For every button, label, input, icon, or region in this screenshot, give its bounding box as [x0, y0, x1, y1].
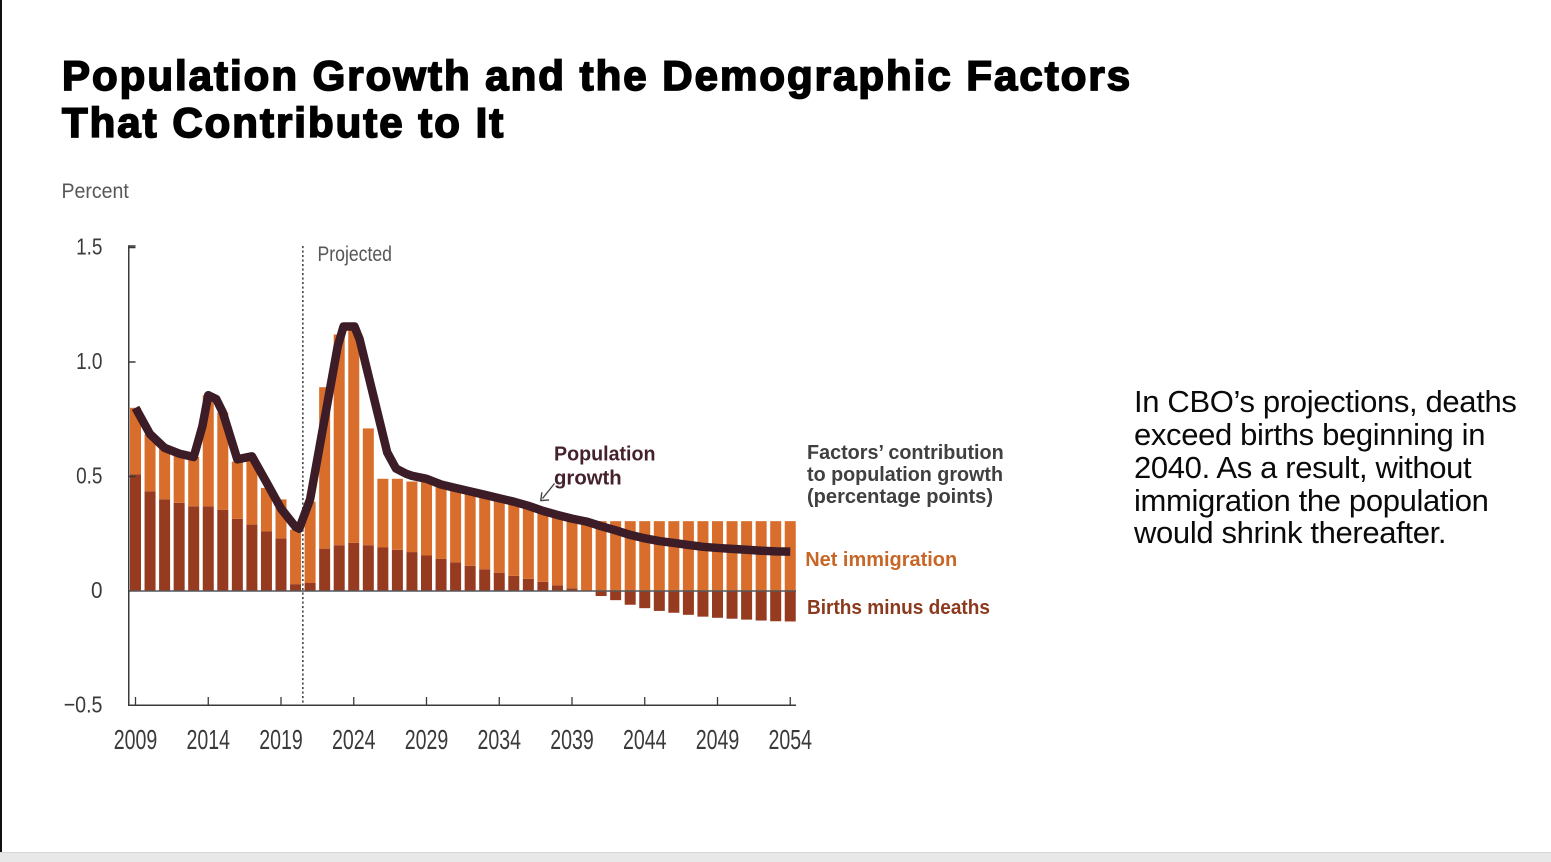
svg-text:Factors’ contribution: Factors’ contribution	[807, 442, 1004, 464]
svg-text:Projected: Projected	[318, 242, 393, 266]
svg-text:Births minus deaths: Births minus deaths	[807, 597, 990, 619]
svg-text:0: 0	[91, 577, 103, 603]
svg-text:2019: 2019	[259, 724, 303, 755]
svg-text:Percent: Percent	[62, 179, 129, 203]
svg-text:2009: 2009	[114, 724, 158, 755]
svg-text:2034: 2034	[478, 724, 522, 755]
svg-text:2049: 2049	[696, 724, 740, 755]
svg-text:2054: 2054	[769, 724, 813, 755]
svg-text:0.5: 0.5	[76, 462, 102, 488]
svg-text:growth: growth	[554, 468, 622, 490]
svg-text:(percentage points): (percentage points)	[807, 486, 993, 508]
svg-text:1.0: 1.0	[76, 348, 102, 374]
svg-text:2024: 2024	[332, 724, 376, 755]
svg-text:−0.5: −0.5	[64, 691, 103, 717]
svg-text:Net immigration: Net immigration	[805, 549, 957, 571]
svg-text:2039: 2039	[550, 724, 594, 755]
svg-text:2014: 2014	[187, 724, 231, 755]
svg-text:to population growth: to population growth	[807, 464, 1003, 486]
svg-text:Population: Population	[554, 444, 656, 466]
svg-text:2044: 2044	[623, 724, 667, 755]
svg-text:1.5: 1.5	[76, 233, 102, 259]
svg-text:2029: 2029	[405, 724, 449, 755]
